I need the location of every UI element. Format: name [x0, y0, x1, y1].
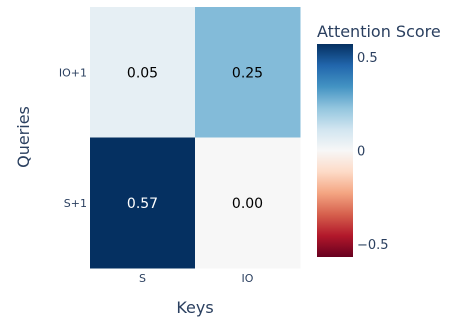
- y-tick-label: IO+1: [59, 66, 87, 79]
- colorbar-tick-label: −0.5: [357, 238, 389, 253]
- heatmap-cell: [90, 7, 196, 138]
- heatmap-cell-labels: 0.05 0.25 0.57 0.00: [127, 65, 263, 212]
- x-axis-title: Keys: [176, 298, 213, 317]
- colorbar-ticks: 0.5 0 −0.5: [357, 51, 389, 253]
- cell-value-label: 0.25: [232, 65, 263, 81]
- colorbar-tick-label: 0.5: [357, 51, 378, 66]
- x-tick-label: IO: [242, 272, 254, 285]
- y-axis-title: Queries: [14, 106, 33, 168]
- colorbar: [317, 44, 353, 257]
- heatmap-cell: [90, 137, 196, 269]
- heatmap-cell: [195, 7, 301, 138]
- x-tick-label: S: [139, 272, 146, 285]
- colorbar-title: Attention Score: [317, 22, 441, 41]
- cell-value-label: 0.05: [127, 65, 158, 81]
- cell-value-label: 0.57: [127, 196, 158, 212]
- colorbar-tick-label: 0: [357, 145, 365, 160]
- cell-value-label: 0.00: [232, 196, 263, 212]
- x-axis-ticks: S IO: [139, 272, 254, 285]
- heatmap-cell: [195, 137, 301, 269]
- y-axis-ticks: IO+1 S+1: [59, 66, 87, 210]
- heatmap-cells: [90, 7, 301, 269]
- y-tick-label: S+1: [64, 197, 87, 210]
